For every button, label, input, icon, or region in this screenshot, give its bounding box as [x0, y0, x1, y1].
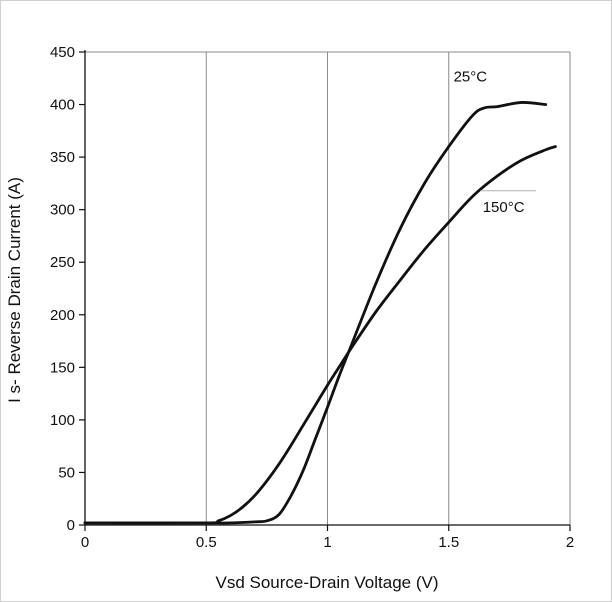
- grid: [85, 51, 571, 525]
- x-axis-title: Vsd Source-Drain Voltage (V): [216, 573, 439, 592]
- y-tick-label: 0: [67, 517, 75, 534]
- series-line-150c: [83, 145, 557, 525]
- y-axis-title: I s- Reverse Drain Current (A): [5, 177, 24, 403]
- y-tick-label: 150: [50, 359, 75, 376]
- series-lines: [83, 101, 557, 525]
- x-tick-label: 2: [566, 534, 574, 551]
- x-tick-label: 1: [323, 534, 331, 551]
- y-tick-label: 300: [50, 202, 75, 219]
- series-label-150c: 150°C: [483, 199, 525, 216]
- y-tick-label: 450: [50, 44, 75, 61]
- y-tick-label: 400: [50, 97, 75, 114]
- y-tick-label: 200: [50, 307, 75, 324]
- x-tick-label: 0: [81, 534, 89, 551]
- y-tick-label: 350: [50, 149, 75, 166]
- x-tick-label: 0.5: [196, 534, 217, 551]
- axis-ticks: 0 0.5 1 1.5 2 0 50 100 150 200 250 300 350 400 450: [50, 44, 574, 551]
- series-label-25c: 25°C: [454, 68, 488, 85]
- x-tick-label: 1.5: [438, 534, 459, 551]
- y-tick-label: 50: [58, 464, 75, 481]
- y-tick-label: 100: [50, 412, 75, 429]
- y-tick-label: 250: [50, 254, 75, 271]
- series-line-25c: [83, 101, 548, 525]
- series-labels: 25°C 150°C: [454, 68, 537, 216]
